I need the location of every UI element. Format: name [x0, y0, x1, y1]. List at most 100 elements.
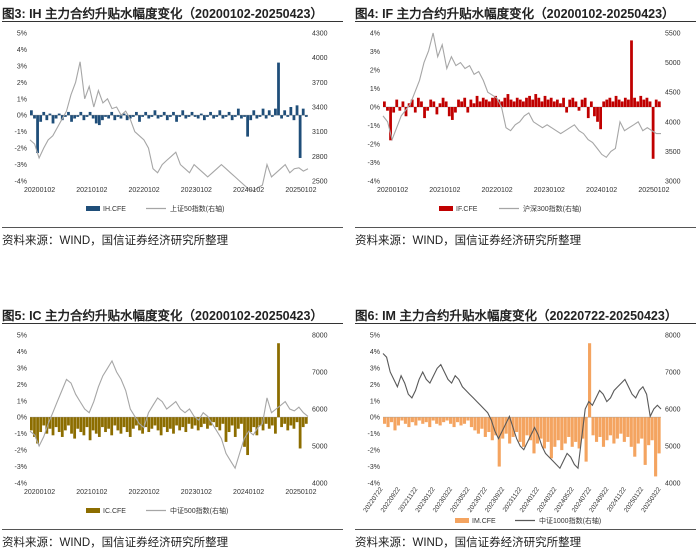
premium-bar [441, 97, 445, 107]
premium-bar [552, 101, 556, 107]
premium-bar [125, 115, 129, 121]
premium-bar [169, 417, 172, 429]
legend-swatch-bars [86, 508, 100, 513]
premium-bar [508, 417, 512, 444]
premium-bar [605, 99, 609, 107]
premium-bar [444, 101, 448, 107]
premium-bar [478, 101, 482, 107]
premium-bar [298, 115, 302, 158]
premium-bar [196, 417, 200, 431]
premium-bar [553, 417, 557, 447]
premium-bar [289, 417, 293, 426]
premium-bar [255, 115, 259, 119]
ih-premium-chart: 5% 4% 3% 2% 1% 0% -1% -2% -3% -4% 4300 4000 3700 3400… [15, 31, 328, 214]
premium-bar [515, 97, 519, 107]
premium-bar [466, 417, 470, 421]
right-axis-tick-label: 3400 [312, 105, 328, 112]
premium-bar [156, 115, 160, 119]
premium-bar [654, 417, 658, 477]
premium-bar [490, 417, 494, 441]
ic-premium-chart: 5% 4% 3% 2% 1% 0% -1% -2% -3% -4% 8000 7000 6000 5000… [15, 333, 328, 516]
premium-bar [45, 115, 49, 121]
premium-bar [602, 101, 606, 107]
premium-bar [292, 417, 296, 429]
premium-bar [178, 115, 182, 117]
premium-bar [187, 417, 191, 424]
x-axis-tick-label: 20220102 [482, 187, 513, 194]
premium-bar [274, 417, 277, 434]
chart-title: 图3: IH 主力合约升贴水幅度变化（20200102-20250423） [2, 7, 323, 21]
premium-bar [463, 97, 467, 107]
premium-bar [48, 417, 52, 429]
left-axis-tick-label: -2% [15, 448, 27, 455]
premium-bar [475, 95, 479, 107]
premium-bar [218, 110, 222, 116]
premium-bar [172, 111, 175, 116]
left-axis-tick-label: -1% [368, 431, 380, 438]
right-axis-tick-label: 4500 [665, 90, 681, 97]
x-axis-tick-label: 20240102 [586, 187, 617, 194]
if-premium-chart: 4% 3% 2% 1% 0% -1% -2% -3% -4% 5500 5000 4500 4000 35… [368, 31, 681, 214]
premium-bar [91, 417, 95, 431]
premium-bar [175, 115, 178, 122]
premium-bar [438, 417, 442, 426]
premium-bar [255, 417, 259, 436]
left-axis-tick-label: 4% [17, 47, 27, 54]
right-axis-tick-label: 5000 [665, 60, 681, 67]
premium-bar [70, 417, 73, 434]
premium-bar [202, 115, 206, 121]
premium-bar [233, 115, 237, 117]
source-note: 资料来源：WIND，国信证券经济研究所整理 [2, 235, 229, 247]
left-axis-tick-label: 4% [370, 349, 380, 356]
premium-bar [417, 417, 421, 421]
source-rule [2, 529, 343, 530]
premium-bar [476, 417, 480, 434]
premium-bar [642, 99, 646, 107]
premium-bar [51, 417, 55, 436]
x-axis-tick-label: 20210102 [76, 489, 107, 496]
x-axis-tick-label: 20230102 [181, 187, 212, 194]
legend-swatch-bars [86, 206, 100, 211]
premium-bar [630, 40, 633, 107]
premium-bar [175, 417, 178, 426]
premium-bar [563, 417, 567, 444]
premium-bar [627, 99, 630, 107]
premium-bar [110, 111, 114, 116]
premium-bar [442, 417, 446, 423]
x-axis-tick-label: 20200102 [24, 489, 55, 496]
chart-title: 图5: IC 主力合约升贴水幅度变化（20200102-20250423） [2, 309, 323, 323]
premium-bar [135, 111, 138, 116]
premium-bar [389, 417, 394, 423]
left-axis-tick-label: 1% [370, 86, 380, 93]
premium-bar [187, 115, 191, 117]
premium-bar [289, 107, 293, 116]
left-axis-tick-label: 2% [17, 80, 27, 87]
premium-bar [651, 107, 655, 159]
premium-bar [88, 111, 92, 116]
x-axis-tick-label: 20230102 [534, 187, 565, 194]
premium-bar [57, 113, 61, 116]
premium-bar [122, 417, 126, 428]
premium-bar [457, 99, 460, 107]
premium-bar [85, 417, 89, 428]
premium-bar [280, 417, 283, 428]
right-axis-tick-label: 7000 [665, 370, 681, 377]
premium-bar [181, 417, 185, 428]
premium-bar [395, 99, 399, 107]
premium-bar [67, 417, 70, 426]
premium-bar [88, 417, 92, 441]
premium-bar [386, 107, 389, 111]
premium-bar [184, 115, 188, 119]
chart-panel-im: 图6: IM 主力合约升贴水幅度变化（20220722-20250423） 5%… [355, 305, 700, 550]
premium-bar [73, 417, 77, 439]
premium-bar [104, 417, 107, 433]
premium-bar [654, 99, 658, 107]
premium-bar [591, 417, 595, 436]
premium-bar [584, 417, 588, 462]
premium-bar [620, 101, 624, 107]
premium-bar [503, 97, 507, 107]
right-axis-tick-label: 4000 [312, 481, 328, 488]
premium-bar [534, 94, 538, 107]
premium-bar [63, 417, 67, 431]
premium-bar [236, 108, 240, 116]
